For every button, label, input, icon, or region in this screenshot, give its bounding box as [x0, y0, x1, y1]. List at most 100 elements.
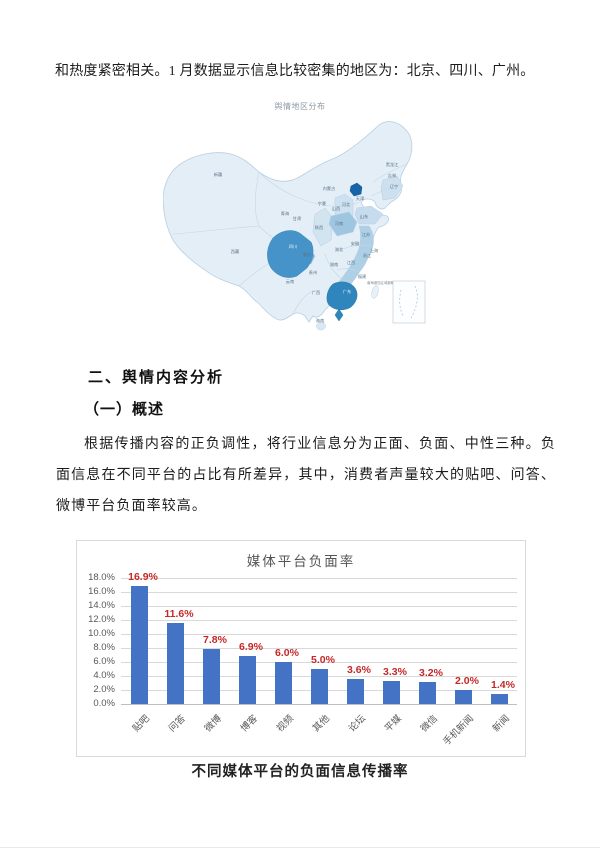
bar-平媒 — [382, 680, 400, 704]
value-label: 3.2% — [419, 666, 443, 679]
map-label-安徽: 安徽 — [351, 240, 360, 247]
china-map: 南海诸岛区域缩略图 新疆西藏 青海 甘肃 宁夏 内蒙古 黑龙江吉林辽宁天津山西 河北山东河南… — [162, 114, 448, 336]
x-axis-category-label: 问答 — [166, 713, 188, 735]
value-label: 11.6% — [164, 607, 194, 620]
map-label-上海: 上海 — [370, 247, 379, 254]
x-axis-category-label: 博客 — [238, 713, 260, 735]
map-label-江西: 江西 — [347, 259, 355, 266]
x-axis-category-label: 新闻 — [490, 713, 512, 735]
map-label-重庆: 重庆 — [303, 251, 312, 258]
map-label-宁夏: 宁夏 — [318, 200, 327, 206]
x-axis-category-label: 论坛 — [346, 713, 368, 735]
gridline — [121, 662, 517, 663]
x-axis-line — [121, 704, 517, 705]
map-label-浙江: 浙江 — [363, 252, 371, 259]
value-label: 16.9% — [128, 570, 158, 583]
bar-新闻 — [490, 694, 508, 704]
y-axis-tick-label: 18.0% — [88, 572, 115, 583]
map-label-云南: 云南 — [286, 278, 294, 285]
map-hainan-island — [316, 321, 326, 331]
x-axis-category-label: 微博 — [202, 713, 224, 735]
map-label-河北: 河北 — [342, 201, 351, 208]
y-axis-tick-label: 8.0% — [93, 642, 115, 653]
y-axis-tick-label: 10.0% — [88, 628, 115, 639]
map-label-山东: 山东 — [360, 213, 368, 220]
bar-贴吧 — [130, 585, 148, 704]
bar-问答 — [166, 622, 184, 704]
value-label: 2.0% — [455, 675, 479, 687]
gridline — [121, 606, 517, 607]
value-label: 7.8% — [203, 634, 227, 647]
map-label-黑龙江: 黑龙江 — [386, 161, 399, 168]
map-label-西藏: 西藏 — [231, 248, 240, 255]
map-label-新疆: 新疆 — [214, 171, 222, 178]
map-label-山西: 山西 — [332, 205, 340, 212]
bar-博客 — [238, 655, 256, 704]
x-axis-category-label: 视频 — [274, 713, 296, 735]
gridline — [121, 620, 517, 621]
chart-caption: 不同媒体平台的负面信息传播率 — [191, 764, 409, 780]
map-label-吉林: 吉林 — [388, 172, 397, 179]
bar-微博 — [202, 649, 220, 704]
intro-paragraph: 和热度紧密相关。1 月数据显示信息比较密集的地区为：北京、四川、广州。 — [55, 64, 535, 79]
y-axis-tick-label: 4.0% — [93, 670, 115, 681]
map-label-湖北: 湖北 — [335, 246, 344, 253]
gridline — [121, 592, 517, 593]
bar-论坛 — [346, 678, 364, 704]
map-label-贵州: 贵州 — [309, 269, 317, 276]
x-axis-category-label: 平媒 — [382, 713, 404, 735]
map-label-内蒙古: 内蒙古 — [323, 185, 336, 192]
map-label-甘肃: 甘肃 — [293, 215, 301, 222]
bar-手机新闻 — [454, 690, 472, 704]
map-inset-south-china-sea: 南海诸岛区域缩略图 — [367, 280, 426, 324]
map-label-福建: 福建 — [358, 273, 367, 280]
x-axis-category-label: 手机新闻 — [441, 713, 476, 748]
x-axis-category-label: 其他 — [310, 713, 332, 735]
y-axis-tick-label: 6.0% — [93, 656, 115, 667]
map-taiwan-island — [371, 285, 379, 299]
y-axis-tick-label: 2.0% — [93, 684, 115, 695]
y-axis-tick-label: 12.0% — [88, 614, 115, 625]
bar-其他 — [310, 669, 328, 704]
value-label: 3.6% — [347, 663, 371, 676]
gridline — [121, 634, 517, 635]
value-label: 1.4% — [491, 679, 515, 692]
bar-视频 — [274, 662, 292, 704]
gridline — [121, 578, 517, 579]
map-title: 舆情地区分布 — [274, 102, 326, 111]
y-axis-tick-label: 0.0% — [93, 698, 115, 709]
map-label-陕西: 陕西 — [315, 224, 323, 231]
map-region-sichuan — [267, 230, 314, 278]
map-label-海南: 海南 — [316, 317, 324, 324]
x-axis-category-label: 微信 — [418, 713, 440, 735]
map-label-湖南: 湖南 — [330, 261, 338, 268]
y-axis-tick-label: 16.0% — [88, 586, 115, 597]
gridline — [121, 648, 517, 649]
map-region-guangdong — [326, 281, 358, 322]
chart-title: 媒体平台负面率 — [246, 554, 356, 569]
value-label: 6.9% — [239, 640, 263, 653]
map-label-河南: 河南 — [335, 220, 343, 226]
subsection-heading: （一）概述 — [84, 402, 165, 418]
negative-rate-bar-chart: 媒体平台负面率 0.0% 2.0% 4.0% 6.0% 8.0% 10.0% 12.0% 14… — [76, 540, 526, 757]
map-region-beijing — [349, 182, 363, 197]
value-label: 5.0% — [311, 654, 335, 666]
map-inset-label: 南海诸岛区域缩略图 — [367, 280, 398, 285]
map-label-广东: 广东 — [343, 288, 351, 295]
map-label-四川: 四川 — [289, 244, 297, 249]
map-label-天津: 天津 — [356, 195, 364, 202]
value-label: 3.3% — [383, 665, 407, 678]
map-medium-regions — [302, 175, 404, 291]
y-axis-tick-label: 14.0% — [88, 600, 115, 611]
map-label-广西: 广西 — [312, 289, 320, 296]
bar-微信 — [418, 681, 436, 704]
map-label-江苏: 江苏 — [362, 231, 370, 238]
map-label-辽宁: 辽宁 — [390, 183, 398, 190]
x-axis-category-label: 贴吧 — [130, 713, 152, 735]
map-label-青海: 青海 — [281, 210, 290, 217]
overview-paragraph: 根据传播内容的正负调性，将行业信息分为正面、负面、中性三种。负面信息在不同平台的… — [56, 437, 556, 514]
map-province-borders — [172, 163, 408, 315]
